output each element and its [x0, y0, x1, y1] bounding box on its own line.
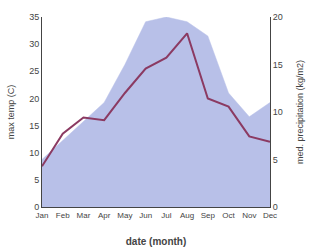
svg-text:Mar: Mar — [77, 211, 91, 220]
svg-text:May: May — [117, 211, 132, 220]
svg-text:15: 15 — [29, 121, 39, 131]
svg-text:Nov: Nov — [242, 211, 256, 220]
svg-text:Sep: Sep — [201, 211, 216, 220]
svg-text:10: 10 — [273, 107, 283, 117]
svg-text:20: 20 — [273, 12, 283, 22]
svg-text:Feb: Feb — [56, 211, 70, 220]
svg-text:Jan: Jan — [36, 211, 49, 220]
svg-text:date (month): date (month) — [126, 236, 187, 247]
svg-text:5: 5 — [273, 155, 278, 165]
svg-text:max temp (C): max temp (C) — [6, 85, 16, 140]
svg-text:Oct: Oct — [222, 211, 235, 220]
svg-text:15: 15 — [273, 60, 283, 70]
svg-text:Dec: Dec — [263, 211, 277, 220]
svg-text:Jul: Jul — [161, 211, 171, 220]
svg-text:0: 0 — [34, 202, 39, 212]
svg-text:30: 30 — [29, 39, 39, 49]
svg-text:0: 0 — [273, 202, 278, 212]
svg-text:med. precipitation (kg/m2): med. precipitation (kg/m2) — [295, 60, 305, 164]
svg-text:5: 5 — [34, 175, 39, 185]
svg-text:Jun: Jun — [139, 211, 152, 220]
svg-text:35: 35 — [29, 12, 39, 22]
svg-text:Aug: Aug — [180, 211, 194, 220]
svg-text:Apr: Apr — [98, 211, 111, 220]
svg-text:25: 25 — [29, 66, 39, 76]
svg-text:20: 20 — [29, 94, 39, 104]
svg-text:10: 10 — [29, 148, 39, 158]
